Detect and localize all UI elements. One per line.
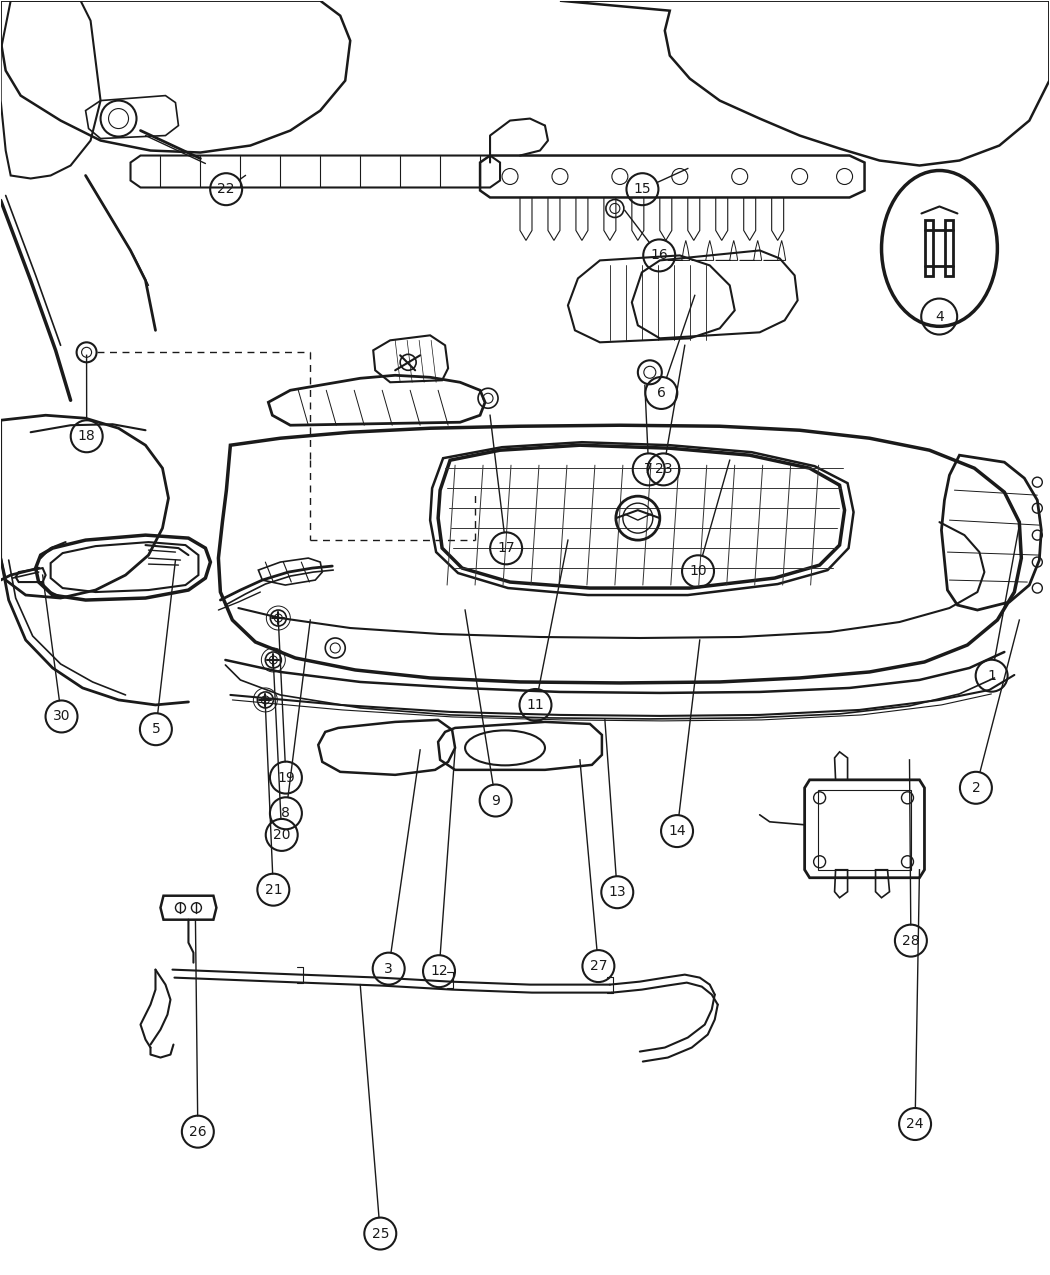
- Text: 6: 6: [657, 386, 666, 400]
- Text: 10: 10: [689, 565, 707, 579]
- Text: 9: 9: [491, 793, 500, 807]
- Text: 16: 16: [650, 249, 668, 263]
- Text: 5: 5: [151, 722, 161, 736]
- Text: 26: 26: [189, 1125, 207, 1139]
- Text: 7: 7: [645, 463, 653, 477]
- Text: 3: 3: [384, 961, 393, 975]
- Text: 17: 17: [498, 542, 514, 556]
- Text: 18: 18: [78, 430, 96, 444]
- Text: 1: 1: [987, 668, 996, 682]
- Text: 25: 25: [372, 1227, 390, 1241]
- Text: 30: 30: [52, 709, 70, 723]
- Text: 27: 27: [590, 959, 607, 973]
- Text: 15: 15: [633, 182, 651, 196]
- Text: 11: 11: [527, 697, 544, 711]
- Text: 4: 4: [934, 310, 944, 324]
- Text: 8: 8: [281, 806, 291, 820]
- Text: 13: 13: [608, 885, 626, 899]
- Text: 14: 14: [668, 824, 686, 838]
- Text: 22: 22: [217, 182, 235, 196]
- Text: 20: 20: [273, 827, 291, 842]
- Text: 12: 12: [430, 964, 448, 978]
- Text: 23: 23: [654, 463, 672, 477]
- Text: 21: 21: [265, 882, 282, 896]
- Text: 28: 28: [902, 933, 920, 947]
- Text: 2: 2: [971, 780, 981, 794]
- Text: 24: 24: [906, 1117, 924, 1131]
- Text: 19: 19: [277, 770, 295, 784]
